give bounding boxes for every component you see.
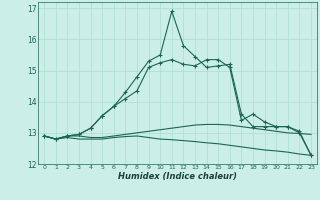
X-axis label: Humidex (Indice chaleur): Humidex (Indice chaleur) — [118, 172, 237, 181]
